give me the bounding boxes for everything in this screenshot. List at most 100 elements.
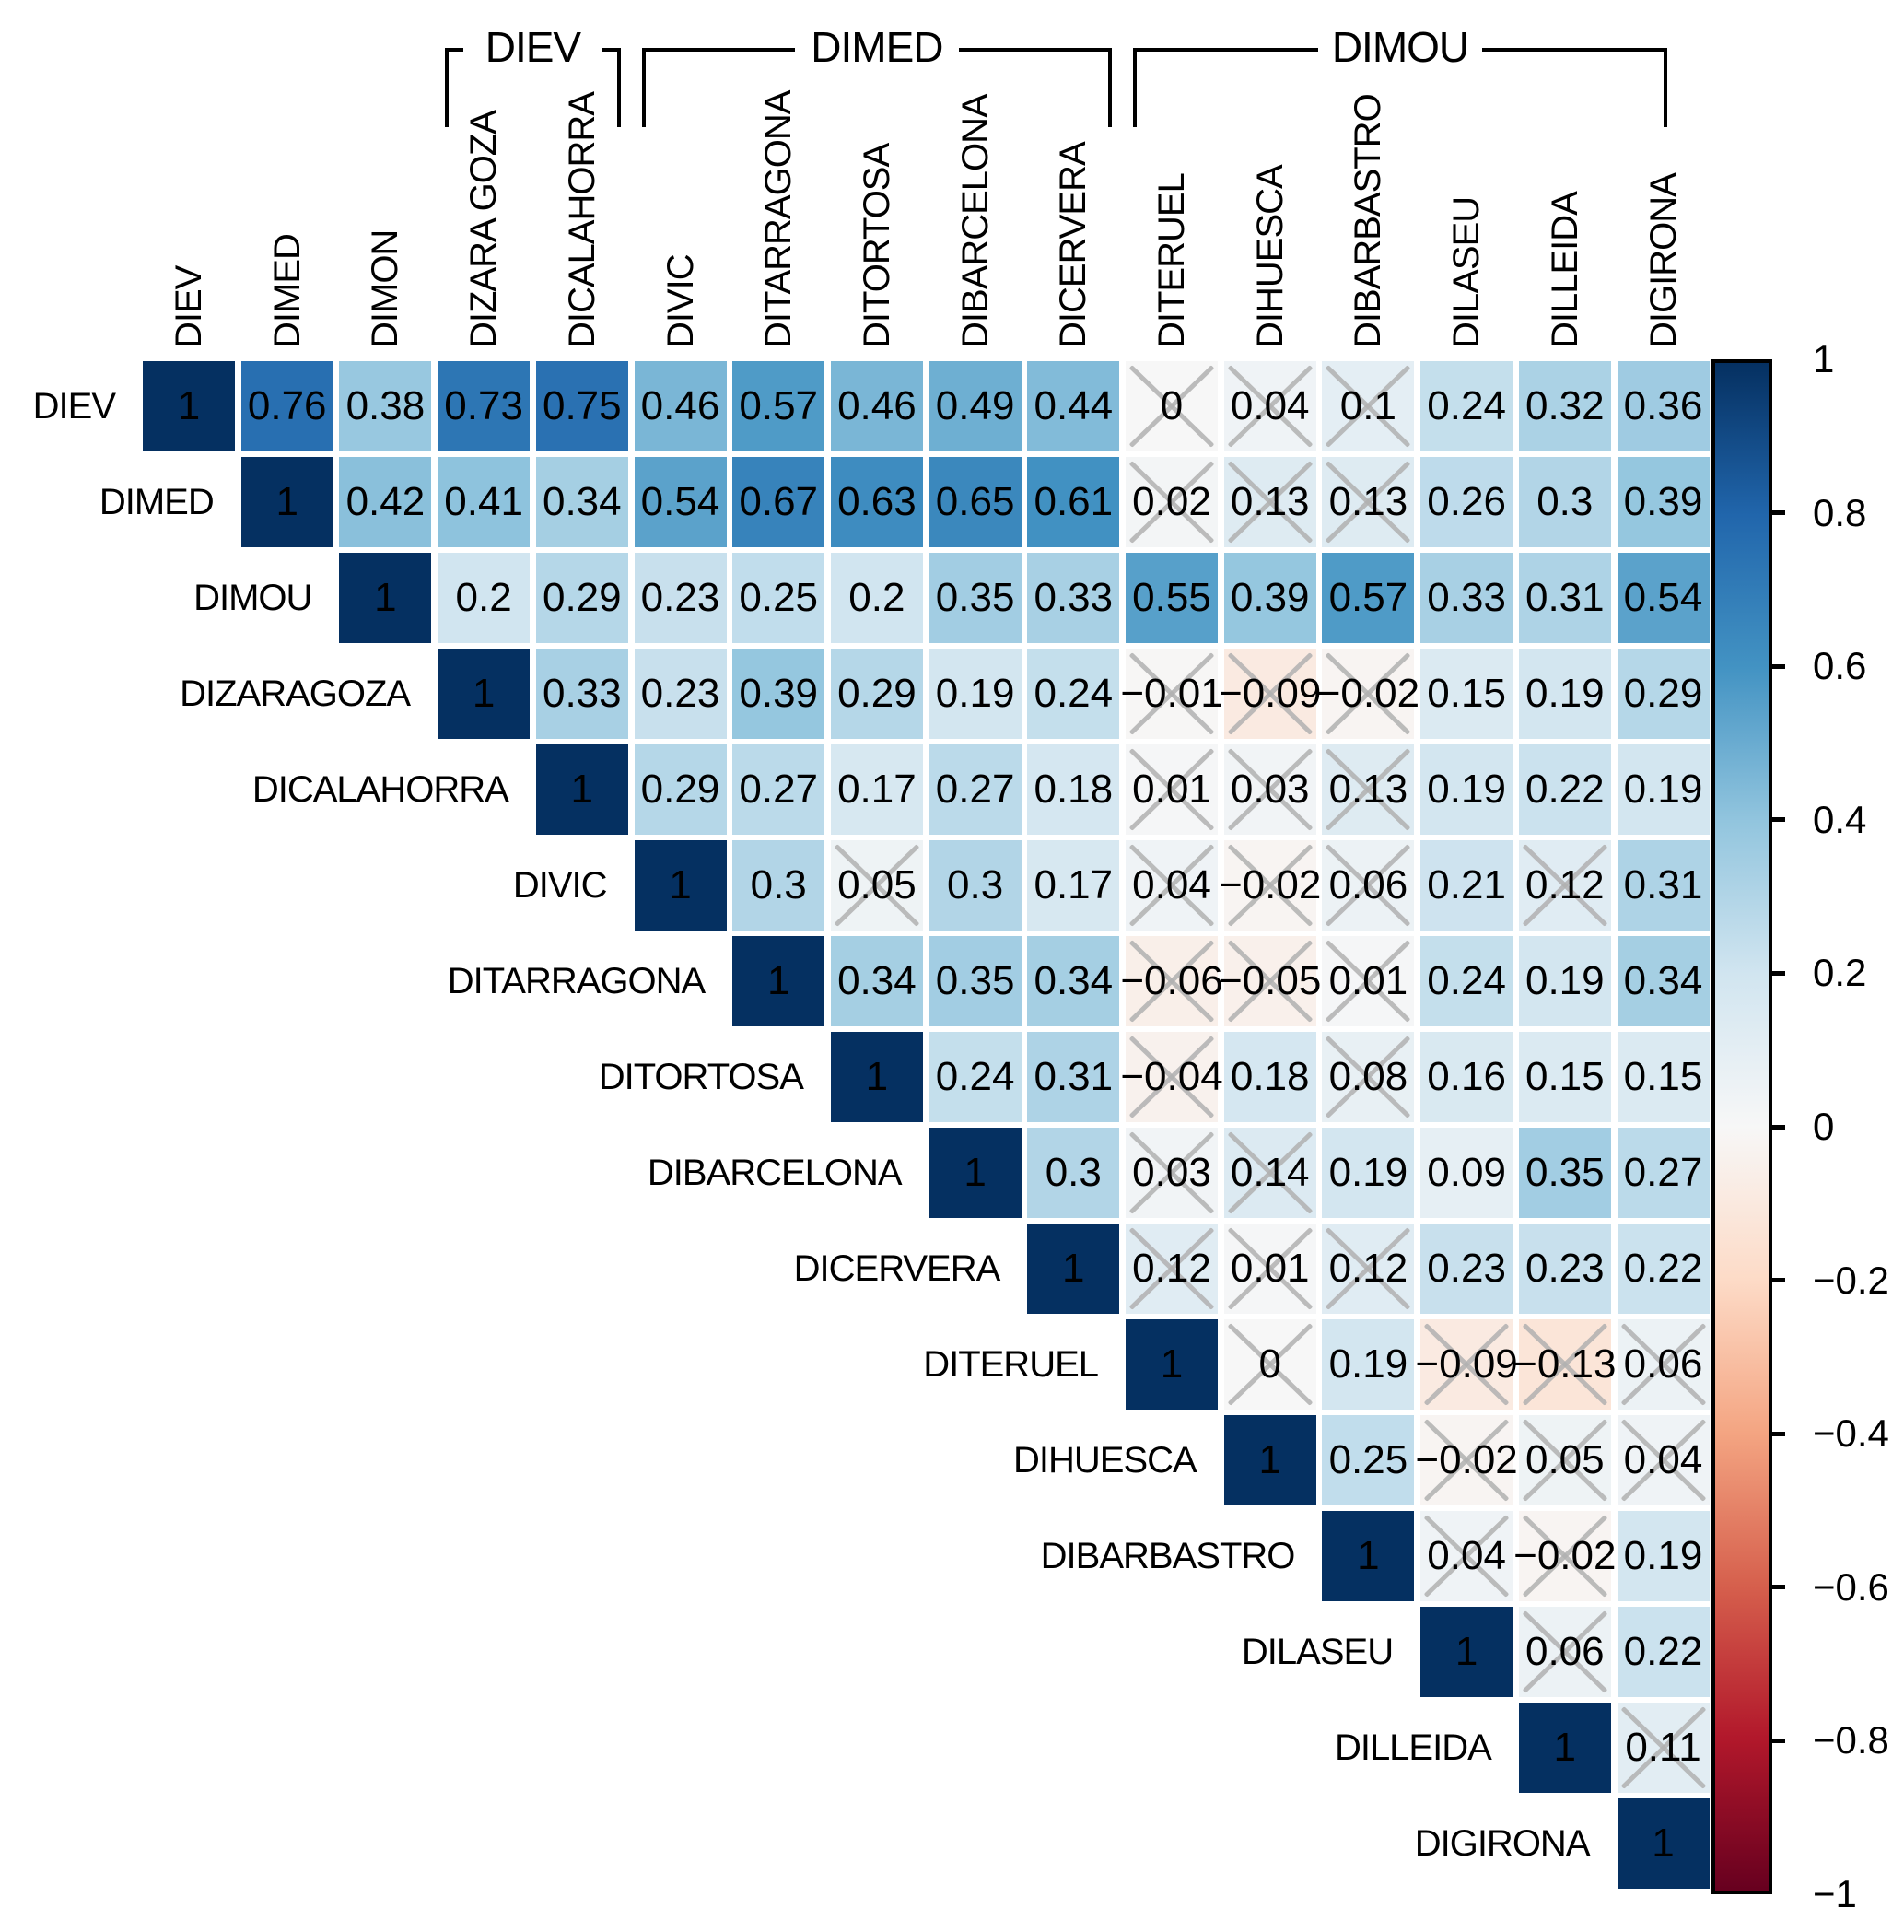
cell-DIVIC-DIGIRONA: 0.31 — [1617, 840, 1710, 931]
cell-value: 1 — [1454, 1629, 1478, 1674]
cell-DIHUESCA-DIHUESCA: 1 — [1223, 1415, 1316, 1505]
cell-DIMOU-DILASEU: 0.33 — [1420, 553, 1513, 643]
cell-DIZARAGOZA-DITERUEL: −0.01 — [1120, 649, 1223, 739]
cell-DIHUESCA-DIBARBASTRO: 0.25 — [1322, 1415, 1415, 1505]
cell-DITARRAGONA-DICERVERA: 0.34 — [1027, 936, 1120, 1026]
cell-value: 0.3 — [1045, 1150, 1102, 1195]
cell-value: 0.23 — [1427, 1246, 1506, 1291]
cell-DIEV-DIBARBASTRO: 0.1 — [1322, 361, 1415, 451]
row-label-DICALAHORRA: DICALAHORRA — [251, 769, 509, 810]
colorbar-tick-label: −0.8 — [1813, 1718, 1889, 1762]
cell-DITARRAGONA-DILLEIDA: 0.19 — [1518, 936, 1611, 1026]
cell-DIMED-DIZARA-GOZA: 0.41 — [438, 457, 531, 547]
cell-value: 0.15 — [1427, 671, 1506, 716]
cell-value: 0.54 — [640, 479, 720, 524]
cell-DILASEU-DILASEU: 1 — [1420, 1607, 1513, 1697]
colorbar-tick-label: 0.2 — [1813, 951, 1867, 995]
cell-DIEV-DIHUESCA: 0.04 — [1223, 361, 1316, 451]
cell-value: 0.04 — [1132, 862, 1211, 907]
cell-DIMOU-DITARRAGONA: 0.25 — [732, 553, 825, 643]
cell-DILLEIDA-DILLEIDA: 1 — [1518, 1703, 1611, 1793]
cell-value: 0.13 — [1328, 479, 1408, 524]
group-bracket-line — [1482, 48, 1667, 52]
cell-DICALAHORRA-DILASEU: 0.19 — [1420, 744, 1513, 835]
cell-value: −0.02 — [1219, 862, 1322, 907]
cell-value: 0.08 — [1328, 1054, 1408, 1099]
col-label-DIBARCELONA: DIBARCELONA — [954, 94, 996, 348]
cell-value: −0.02 — [1316, 671, 1420, 716]
colorbar-tick-label: 0 — [1813, 1105, 1835, 1148]
cell-DIZARAGOZA-DIZARA-GOZA: 1 — [438, 649, 531, 739]
cell-value: 0.22 — [1623, 1246, 1703, 1291]
colorbar-tick — [1770, 1585, 1785, 1590]
cell-DICERVERA-DICERVERA: 1 — [1027, 1224, 1120, 1314]
colorbar-tick — [1770, 1431, 1785, 1436]
cell-value: 0.39 — [1230, 575, 1310, 620]
cell-DIBARCELONA-DIBARBASTRO: 0.19 — [1322, 1128, 1415, 1218]
cell-DITORTOSA-DIHUESCA: 0.18 — [1223, 1032, 1316, 1122]
cell-DIBARCELONA-DICERVERA: 0.3 — [1027, 1128, 1120, 1218]
cell-value: 0.18 — [1230, 1054, 1310, 1099]
cell-DIMOU-DITERUEL: 0.55 — [1126, 553, 1218, 643]
cell-DITERUEL-DIHUESCA: 0 — [1223, 1319, 1316, 1410]
cell-value: 0.25 — [1328, 1437, 1408, 1482]
cell-DICERVERA-DIBARBASTRO: 0.12 — [1322, 1224, 1415, 1314]
cell-value: 1 — [964, 1150, 987, 1195]
cell-value: 0.67 — [739, 479, 819, 524]
cell-value: 0.31 — [1623, 862, 1703, 907]
cell-DIZARAGOZA-DILLEIDA: 0.19 — [1518, 649, 1611, 739]
group-bracket-hook — [1664, 48, 1667, 127]
group-bracket-line — [1133, 48, 1318, 52]
row-label-DIZARAGOZA: DIZARAGOZA — [180, 673, 411, 714]
cell-DIVIC-DILASEU: 0.21 — [1420, 840, 1513, 931]
cell-DIBARCELONA-DILLEIDA: 0.35 — [1518, 1128, 1611, 1218]
group-label-DIMED: DIMED — [811, 23, 943, 71]
cell-value: 0.22 — [1524, 767, 1605, 812]
group-bracket-hook — [445, 48, 450, 127]
cell-DIHUESCA-DILLEIDA: 0.05 — [1518, 1415, 1611, 1505]
cell-value: 0.19 — [1623, 1533, 1703, 1578]
cell-DIMOU-DICALAHORRA: 0.29 — [535, 553, 628, 643]
cell-value: 0.27 — [1623, 1150, 1703, 1195]
cell-value: 0.2 — [455, 575, 512, 620]
row-label-DITARRAGONA: DITARRAGONA — [447, 961, 706, 1001]
cell-value: 0.02 — [1132, 479, 1211, 524]
cell-value: 0.65 — [935, 479, 1015, 524]
cell-value: 0.19 — [1427, 767, 1506, 812]
cell-value: 0.13 — [1230, 479, 1310, 524]
cell-value: 0.42 — [345, 479, 426, 524]
cell-value: 0.61 — [1034, 479, 1114, 524]
cell-value: 0.34 — [1623, 958, 1703, 1003]
cell-value: 0.12 — [1524, 862, 1605, 907]
cell-DILLEIDA-DIGIRONA: 0.11 — [1617, 1703, 1710, 1793]
cell-DICERVERA-DILASEU: 0.23 — [1420, 1224, 1513, 1314]
cell-DIMOU-DIZARA-GOZA: 0.2 — [438, 553, 531, 643]
row-label-DILLEIDA: DILLEIDA — [1334, 1727, 1492, 1768]
cell-DILASEU-DIGIRONA: 0.22 — [1617, 1607, 1710, 1697]
cell-DIVIC-DIHUESCA: −0.02 — [1219, 840, 1321, 931]
cell-value: 0.16 — [1427, 1054, 1506, 1099]
cell-DIEV-DITORTOSA: 0.46 — [830, 361, 923, 451]
cell-value: 0.44 — [1034, 383, 1114, 428]
cell-DIHUESCA-DIGIRONA: 0.04 — [1617, 1415, 1710, 1505]
colorbar-tick — [1770, 1124, 1785, 1130]
cell-value: 0.01 — [1132, 767, 1211, 812]
cell-value: 0.05 — [1524, 1437, 1605, 1482]
cell-value: 0.41 — [444, 479, 523, 524]
cell-DITERUEL-DILASEU: −0.09 — [1415, 1319, 1518, 1410]
row-label-DIBARCELONA: DIBARCELONA — [647, 1153, 903, 1193]
cell-DIMED-DITERUEL: 0.02 — [1126, 457, 1218, 547]
cell-DITORTOSA-DILLEIDA: 0.15 — [1518, 1032, 1611, 1122]
cell-value: 0.15 — [1524, 1054, 1605, 1099]
cell-DIEV-DIGIRONA: 0.36 — [1617, 361, 1710, 451]
cell-value: 0.57 — [1328, 575, 1408, 620]
col-label-DILASEU: DILASEU — [1446, 196, 1488, 348]
cell-DIMED-DIBARCELONA: 0.65 — [929, 457, 1022, 547]
cell-value: 0.26 — [1427, 479, 1506, 524]
cell-value: −0.02 — [1513, 1533, 1617, 1578]
cell-value: 0.05 — [837, 862, 917, 907]
row-label-DIGIRONA: DIGIRONA — [1414, 1823, 1591, 1864]
cell-DICALAHORRA-DITERUEL: 0.01 — [1126, 744, 1218, 835]
cell-DIBARBASTRO-DILLEIDA: −0.02 — [1513, 1511, 1616, 1601]
